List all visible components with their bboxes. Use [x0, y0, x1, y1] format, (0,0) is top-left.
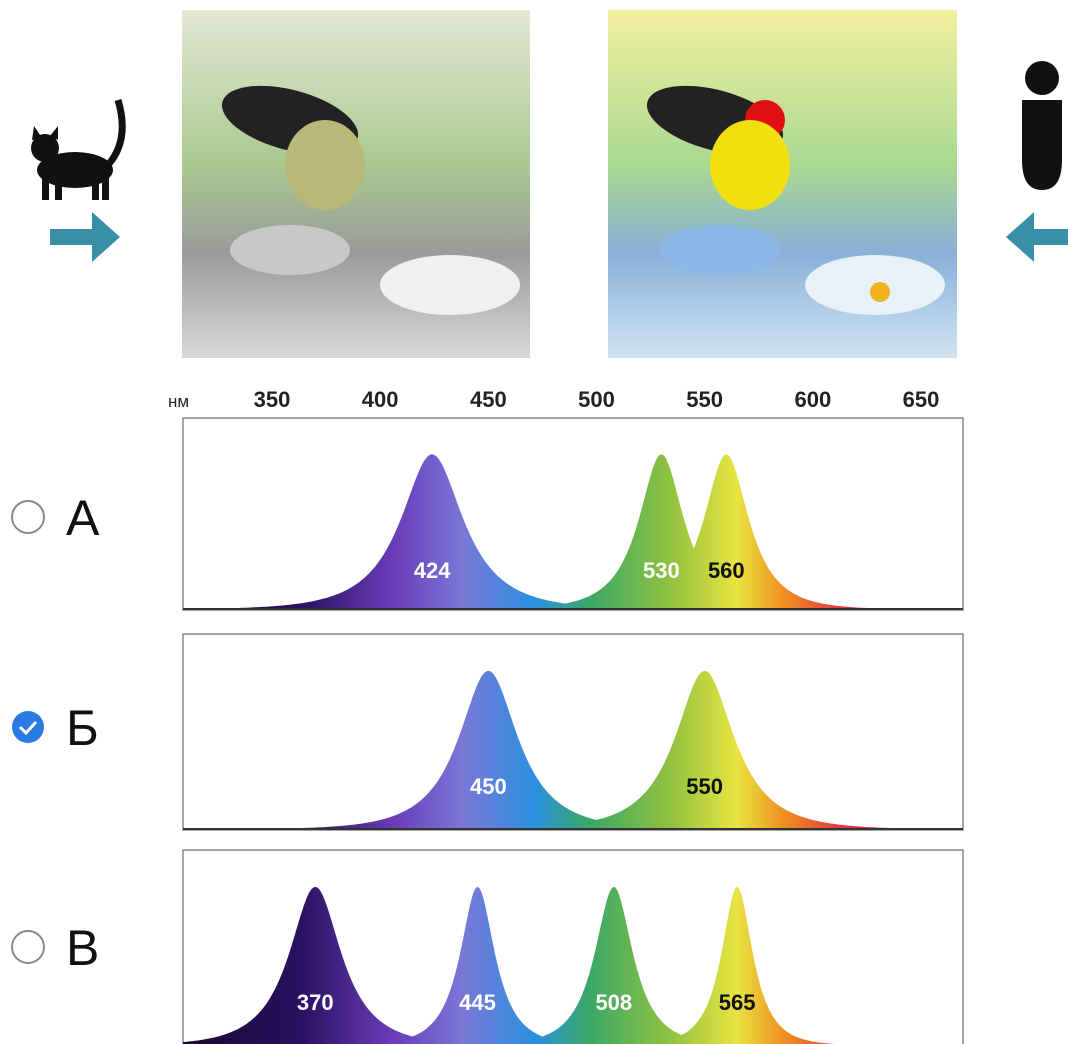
- option: Б 450 550: [12, 634, 963, 830]
- option-letter: А: [66, 490, 100, 546]
- panel: [183, 634, 963, 830]
- arrow-right: [50, 212, 120, 262]
- quiz: 350 400 450 500 550 600 650 А 424 530 560 Б 450 550 В 3…: [12, 387, 963, 1044]
- cat-icon: [31, 100, 122, 200]
- axis-tick-label: 500: [578, 387, 615, 412]
- axis-tick-label: 550: [686, 387, 723, 412]
- peak-label: 508: [595, 990, 632, 1015]
- peak-label: 550: [686, 774, 723, 799]
- option: А 424 530 560: [12, 418, 963, 610]
- axis-unit: нм: [168, 392, 189, 411]
- peak-label: 370: [297, 990, 334, 1015]
- axis-tick-label: 400: [362, 387, 399, 412]
- peak-label: 530: [643, 558, 680, 583]
- arrow-left: [1006, 212, 1068, 262]
- axis-tick-label: 650: [903, 387, 940, 412]
- radio[interactable]: [12, 931, 44, 963]
- radio[interactable]: [12, 501, 44, 533]
- option: В 370 445 508 565: [12, 850, 963, 1044]
- axis-tick-label: 450: [470, 387, 507, 412]
- option-letter: Б: [66, 700, 99, 756]
- peak-label: 560: [708, 558, 745, 583]
- radio-selected[interactable]: [12, 711, 44, 743]
- peak-label: 445: [459, 990, 496, 1015]
- peak-label: 565: [719, 990, 756, 1015]
- axis-tick-label: 350: [254, 387, 291, 412]
- option-letter: В: [66, 920, 99, 976]
- page: нм 350 400 450 500 550 600 650 А 424 530 560 Б 450 55…: [0, 0, 1068, 1044]
- panel: [183, 418, 963, 610]
- peak-label: 424: [414, 558, 451, 583]
- photo-human-view: [608, 10, 957, 358]
- axis-tick-label: 600: [794, 387, 831, 412]
- person-icon: [1022, 61, 1062, 190]
- photo-cat-view: [182, 10, 530, 358]
- peak-label: 450: [470, 774, 507, 799]
